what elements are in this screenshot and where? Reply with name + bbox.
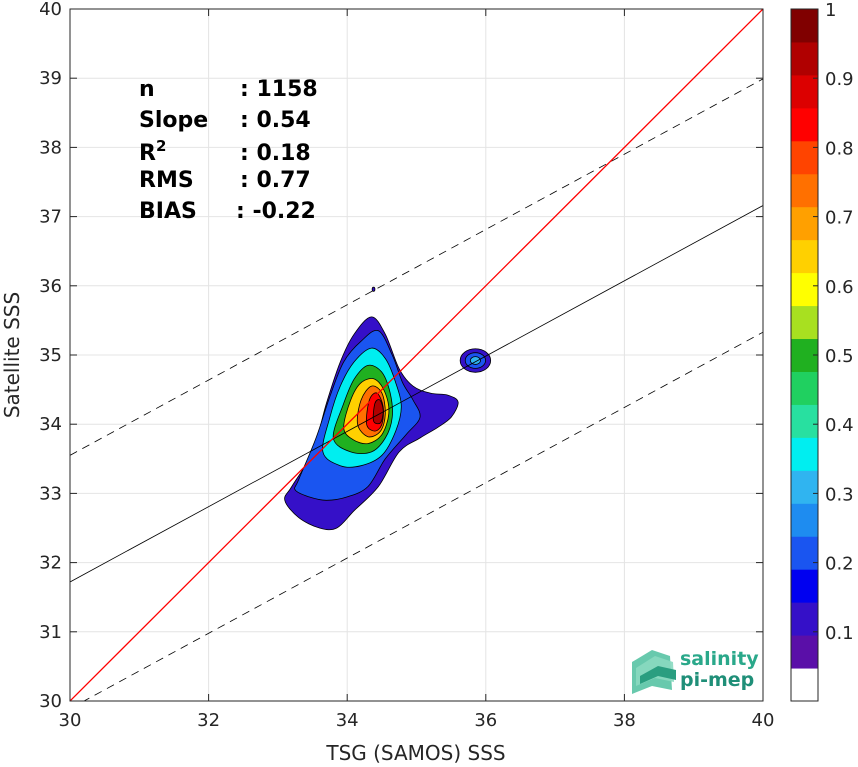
y-tick-label: 30 (39, 691, 62, 712)
colorbar-band (791, 668, 818, 702)
reference-lines (70, 9, 763, 701)
contour-blob (371, 286, 376, 292)
colorbar-band (791, 371, 818, 405)
x-axis-ticks: 30 32 34 36 38 40 (59, 9, 775, 731)
colorbar-band (791, 437, 818, 471)
colorbar-tick-label: 0.7 (825, 208, 854, 229)
colorbar-band (791, 107, 818, 142)
colorbar-band (791, 9, 818, 43)
y-tick-label: 32 (39, 553, 62, 574)
x-tick-label: 34 (336, 710, 359, 731)
colorbar-tick-label: 0.5 (825, 346, 854, 367)
colorbar-band (791, 569, 818, 603)
one-to-one-line (70, 9, 763, 701)
y-tick-label: 38 (39, 137, 62, 158)
colorbar: 0.1 0.2 0.3 0.4 0.5 0.6 0.7 0.8 0.9 1 (790, 0, 854, 702)
logo-text-line2: pi-mep (680, 669, 754, 691)
logo-text-line1: salinity (680, 648, 759, 670)
stat-label: BIAS (139, 199, 197, 224)
stat-value: : 0.18 (240, 141, 311, 166)
y-tick-label: 37 (39, 207, 62, 228)
colorbar-tick-label: 0.6 (825, 277, 854, 298)
colorbar-band (791, 635, 818, 669)
stat-label: n (139, 77, 155, 102)
stat-value: : -0.22 (236, 199, 316, 224)
y-tick-label: 33 (39, 483, 62, 504)
colorbar-band (791, 536, 818, 570)
colorbar-tick-label: 0.8 (825, 138, 854, 159)
y-axis-ticks: 30 31 32 33 34 35 36 37 38 39 40 (39, 0, 763, 712)
colorbar-tick-label: 0.9 (825, 69, 854, 90)
y-tick-label: 39 (39, 68, 62, 89)
stat-label: Slope (139, 108, 208, 133)
colorbar-band (791, 272, 818, 307)
regression-line (70, 205, 763, 583)
colorbar-band (791, 74, 818, 109)
salinity-pi-mep-logo: salinity pi-mep (632, 648, 759, 694)
y-tick-label: 36 (39, 276, 62, 297)
logo-wave-icon (632, 650, 676, 694)
stat-value: : 1158 (240, 77, 318, 102)
y-tick-label: 40 (39, 0, 62, 20)
colorbar-tick-label: 1 (825, 0, 836, 21)
colorbar-band (791, 41, 818, 76)
x-tick-label: 36 (474, 710, 497, 731)
colorbar-band (791, 140, 818, 175)
contour-level (372, 399, 384, 425)
colorbar-band (791, 206, 818, 241)
colorbar-band (791, 404, 818, 438)
colorbar-band (791, 305, 818, 340)
contour-blob (469, 356, 481, 365)
colorbar-tick-label: 0.3 (825, 484, 854, 505)
lower-bound-dashed-line (83, 331, 763, 701)
stat-label: RMS (139, 168, 194, 193)
stat-value: : 0.54 (240, 108, 311, 133)
y-axis-label: Satellite SSS (0, 292, 24, 418)
y-tick-label: 35 (39, 345, 62, 366)
colorbar-band (791, 470, 818, 504)
colorbar-band (791, 173, 818, 208)
x-tick-label: 38 (613, 710, 636, 731)
colorbar-tick-label: 0.4 (825, 415, 854, 436)
y-tick-label: 31 (39, 622, 62, 643)
x-tick-label: 30 (59, 710, 82, 731)
colorbar-band (791, 503, 818, 537)
y-tick-label: 34 (39, 414, 62, 435)
x-axis-label: TSG (SAMOS) SSS (325, 741, 505, 765)
colorbar-tick-label: 0.2 (825, 554, 854, 575)
colorbar-band (791, 602, 818, 636)
colorbar-tick-label: 0.1 (825, 623, 854, 644)
x-tick-label: 40 (752, 710, 775, 731)
upper-bound-dashed-line (70, 78, 763, 456)
stat-value: : 0.77 (240, 168, 311, 193)
colorbar-band (791, 239, 818, 274)
x-tick-label: 32 (197, 710, 220, 731)
